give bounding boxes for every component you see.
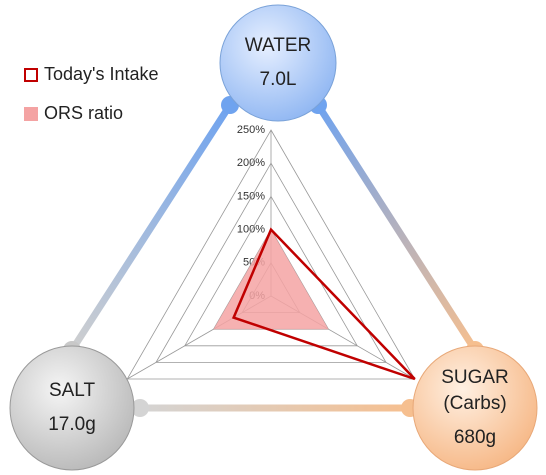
r-tick-label: 150% <box>237 190 265 202</box>
grid-line <box>184 195 358 347</box>
series-polygon <box>213 229 329 330</box>
legend-swatch <box>24 67 38 82</box>
node-label: SALT 17.0g <box>27 378 117 438</box>
node-label: WATER 7.0L <box>233 33 323 93</box>
node-amount: 680g <box>453 427 497 448</box>
node-name: SALT <box>48 380 96 401</box>
node-name: SUGAR (Carbs) <box>441 367 509 414</box>
radar: 0%50%100%150%200%250% <box>126 124 416 381</box>
nodes <box>9 4 538 471</box>
legend-label: Today's Intake <box>44 64 159 84</box>
legend-swatch <box>24 106 38 121</box>
r-tick-label: 100% <box>237 224 265 236</box>
legend-item: ORS ratio <box>24 103 123 124</box>
r-tick-label: 200% <box>237 157 265 169</box>
node-name: WATER <box>244 35 312 56</box>
grid-line <box>126 129 416 380</box>
grid-line <box>155 162 387 363</box>
r-tick-label: 250% <box>237 124 265 136</box>
legend-item: Today's Intake <box>24 64 159 85</box>
node-label: SUGAR (Carbs) 680g <box>430 365 520 451</box>
series-polygon <box>231 227 416 381</box>
node-amount: 7.0L <box>259 69 297 90</box>
legend-label: ORS ratio <box>44 103 124 123</box>
node-amount: 17.0g <box>48 414 96 435</box>
